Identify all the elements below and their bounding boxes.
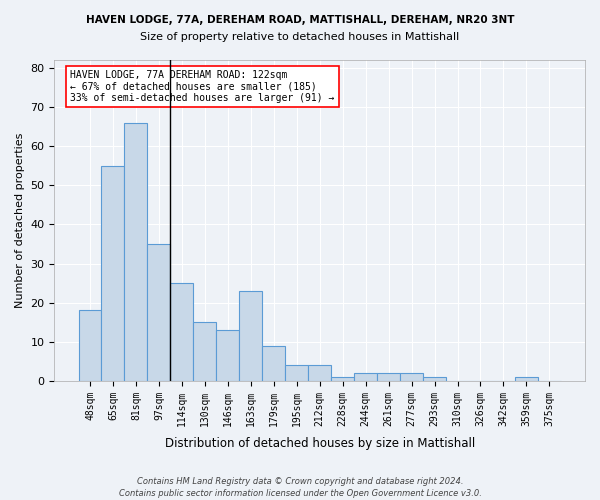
Bar — [124, 122, 148, 381]
Bar — [331, 377, 354, 381]
Bar — [170, 283, 193, 381]
Bar — [217, 330, 239, 381]
Bar — [400, 373, 423, 381]
Text: HAVEN LODGE, 77A DEREHAM ROAD: 122sqm
← 67% of detached houses are smaller (185): HAVEN LODGE, 77A DEREHAM ROAD: 122sqm ← … — [70, 70, 335, 103]
Bar — [308, 366, 331, 381]
X-axis label: Distribution of detached houses by size in Mattishall: Distribution of detached houses by size … — [164, 437, 475, 450]
Bar — [193, 322, 217, 381]
Bar — [262, 346, 285, 381]
Bar — [515, 377, 538, 381]
Bar — [101, 166, 124, 381]
Bar — [239, 291, 262, 381]
Text: Contains HM Land Registry data © Crown copyright and database right 2024.: Contains HM Land Registry data © Crown c… — [137, 477, 463, 486]
Bar — [79, 310, 101, 381]
Bar — [148, 244, 170, 381]
Bar — [285, 366, 308, 381]
Y-axis label: Number of detached properties: Number of detached properties — [15, 133, 25, 308]
Bar — [423, 377, 446, 381]
Bar — [354, 373, 377, 381]
Text: Size of property relative to detached houses in Mattishall: Size of property relative to detached ho… — [140, 32, 460, 42]
Text: HAVEN LODGE, 77A, DEREHAM ROAD, MATTISHALL, DEREHAM, NR20 3NT: HAVEN LODGE, 77A, DEREHAM ROAD, MATTISHA… — [86, 15, 514, 25]
Text: Contains public sector information licensed under the Open Government Licence v3: Contains public sector information licen… — [119, 488, 481, 498]
Bar — [377, 373, 400, 381]
